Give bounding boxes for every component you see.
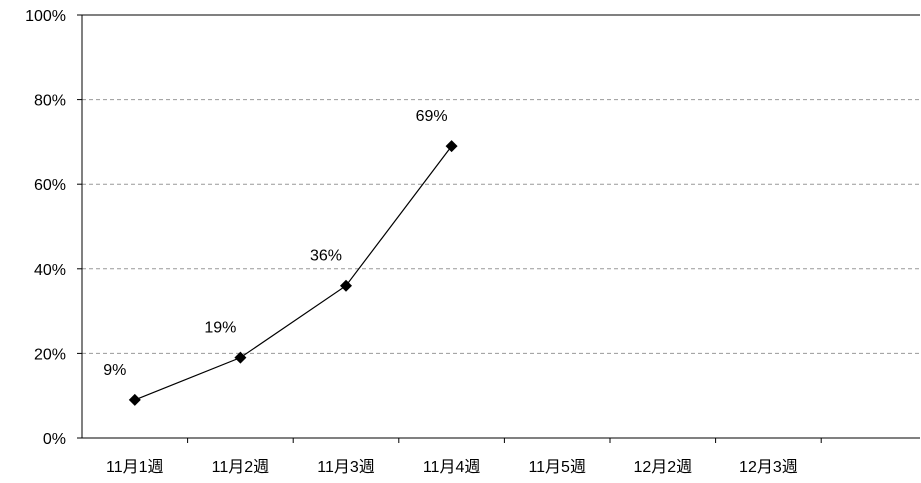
x-axis-ticks: 11月1週 11月2週 11月3週 11月4週 11月5週 12月2週 12月3週 xyxy=(106,458,798,476)
y-tick-label: 60% xyxy=(34,177,66,194)
gridlines xyxy=(82,99,920,354)
axes xyxy=(77,14,920,443)
data-labels: 9% 19% 36% 69% xyxy=(103,108,447,379)
data-label: 19% xyxy=(204,320,236,337)
data-point-marker xyxy=(445,140,458,153)
data-label: 9% xyxy=(103,362,126,379)
data-point-marker xyxy=(340,279,352,292)
y-axis-ticks: 0% 20% 40% 60% 80% 100% xyxy=(25,8,66,448)
series-line xyxy=(128,140,458,406)
data-point-marker xyxy=(128,393,141,406)
x-tick-label: 11月4週 xyxy=(423,458,481,476)
x-tick-label: 11月3週 xyxy=(317,458,375,476)
x-tick-label: 12月2週 xyxy=(633,458,692,476)
x-tick-label: 11月1週 xyxy=(106,458,164,476)
y-tick-label: 20% xyxy=(34,346,66,363)
x-tick-label: 12月3週 xyxy=(739,458,798,476)
data-point-marker xyxy=(234,351,247,364)
x-tick-label: 11月5週 xyxy=(528,458,586,476)
y-tick-label: 0% xyxy=(43,431,66,448)
data-label: 69% xyxy=(416,108,448,125)
x-tick-label: 11月2週 xyxy=(212,458,270,476)
data-label: 36% xyxy=(310,248,342,265)
y-tick-label: 80% xyxy=(34,93,66,110)
series-line-path xyxy=(134,145,453,401)
y-tick-label: 100% xyxy=(25,8,66,25)
y-tick-label: 40% xyxy=(34,262,66,279)
